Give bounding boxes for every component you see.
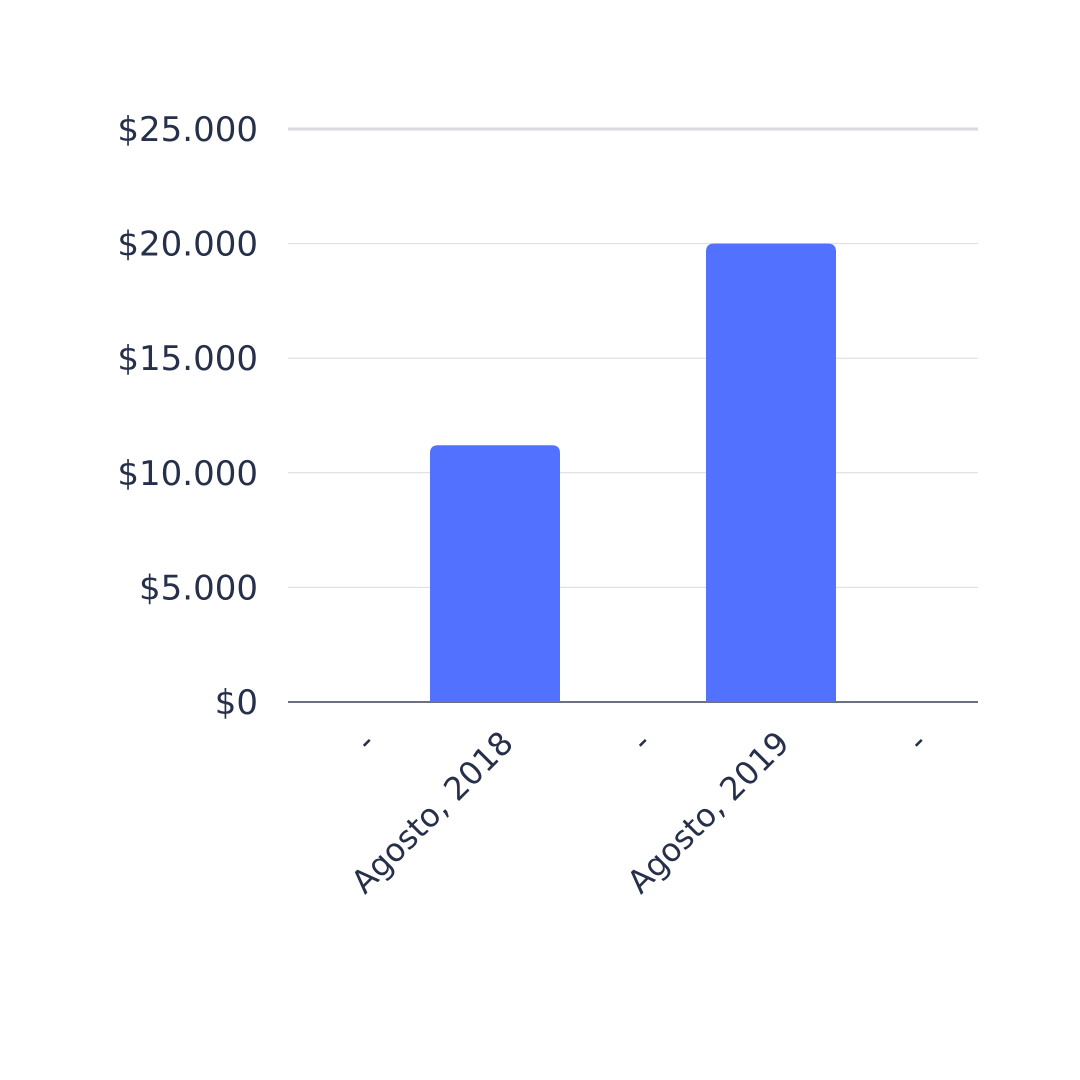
bar (430, 445, 560, 702)
y-tick-label: $10.000 (117, 454, 258, 494)
x-tick-label: - (900, 724, 935, 759)
x-tick-label: - (624, 724, 659, 759)
y-tick-label: $5.000 (139, 568, 258, 608)
bars (430, 243, 836, 702)
y-tick-label: $25.000 (117, 110, 258, 150)
y-tick-label: $0 (215, 683, 258, 723)
x-tick-label: - (348, 724, 383, 759)
x-axis-labels: -Agosto, 2018 -Agosto, 2019- (344, 724, 935, 901)
y-tick-label: $20.000 (117, 225, 258, 265)
y-axis-labels: $0 $5.000 $10.000 $15.000 $20.000 $25.000 (117, 110, 258, 723)
bar (706, 243, 836, 702)
gridlines (288, 127, 978, 703)
y-tick-label: $15.000 (117, 339, 258, 379)
